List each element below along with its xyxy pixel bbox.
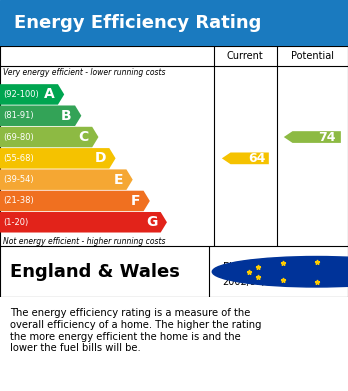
Polygon shape [0,106,81,126]
Polygon shape [0,127,98,147]
Text: G: G [146,215,157,229]
Text: The energy efficiency rating is a measure of the
overall efficiency of a home. T: The energy efficiency rating is a measur… [10,308,262,353]
Text: A: A [44,88,54,101]
Polygon shape [284,131,341,143]
Text: 74: 74 [318,131,335,143]
Text: (69-80): (69-80) [3,133,34,142]
Text: 64: 64 [248,152,266,165]
Polygon shape [222,152,269,164]
Text: (21-38): (21-38) [3,196,34,205]
Polygon shape [0,84,64,105]
Text: (81-91): (81-91) [3,111,34,120]
Text: (39-54): (39-54) [3,175,34,184]
Text: Energy Efficiency Rating: Energy Efficiency Rating [14,14,261,32]
Text: C: C [78,130,89,144]
Circle shape [212,256,348,287]
Text: 2002/91/EC: 2002/91/EC [223,277,279,287]
Text: Not energy efficient - higher running costs: Not energy efficient - higher running co… [3,237,166,246]
Text: (92-100): (92-100) [3,90,39,99]
Text: Very energy efficient - lower running costs: Very energy efficient - lower running co… [3,68,166,77]
Text: B: B [61,109,72,123]
Text: (1-20): (1-20) [3,218,29,227]
Polygon shape [0,169,133,190]
Text: Current: Current [227,51,264,61]
Polygon shape [0,148,116,169]
Polygon shape [0,212,167,233]
Text: E: E [113,173,123,187]
Text: D: D [94,151,106,165]
Text: Potential: Potential [291,51,334,61]
Text: (55-68): (55-68) [3,154,34,163]
Polygon shape [0,191,150,211]
Text: EU Directive: EU Directive [223,262,283,272]
Text: England & Wales: England & Wales [10,263,180,281]
Text: F: F [130,194,140,208]
Bar [0,46,348,66]
